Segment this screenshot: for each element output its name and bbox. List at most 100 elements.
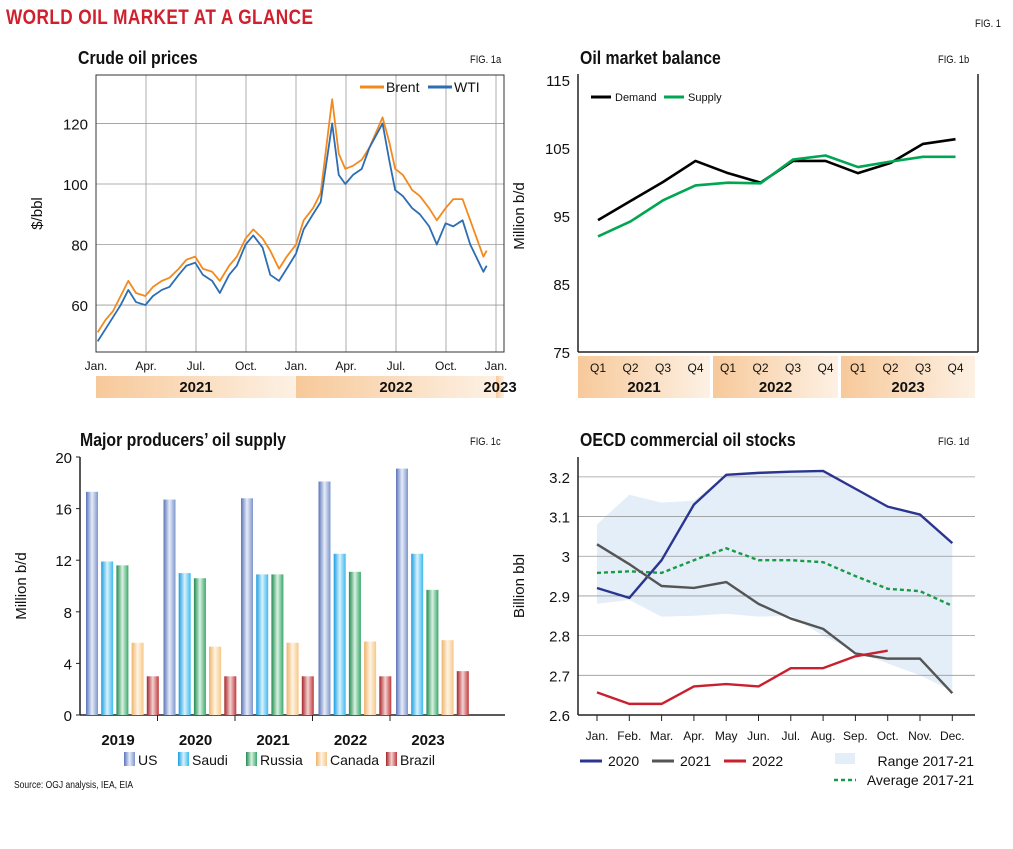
fig1c-title: Major producers’ oil supply — [80, 430, 286, 450]
fig1d-title: OECD commercial oil stocks — [580, 430, 796, 450]
series-line-wti — [96, 122, 488, 342]
bar-canada — [209, 646, 222, 715]
legend-label: 2022 — [752, 753, 783, 769]
y-tick-label: 60 — [71, 298, 88, 315]
legend-label: Canada — [330, 752, 379, 768]
year-label: 2022 — [759, 379, 792, 396]
year-band — [713, 356, 838, 398]
x-tick-label: Mar. — [650, 729, 673, 743]
year-band — [496, 376, 504, 398]
x-tick-label: Jul. — [387, 359, 406, 373]
x-tick-label: Apr. — [135, 359, 156, 373]
y-tick-label: 80 — [71, 238, 88, 255]
x-tick-label: Oct. — [235, 359, 257, 373]
x-tick-label: 2020 — [179, 732, 212, 749]
year-label: 2023 — [483, 379, 516, 396]
x-tick-label: Q3 — [655, 361, 671, 375]
range-area — [597, 470, 953, 692]
legend-swatch — [246, 752, 257, 766]
bar-saudi — [411, 553, 424, 715]
year-band — [841, 356, 975, 398]
x-tick-label: Q2 — [752, 361, 768, 375]
year-band — [296, 376, 496, 398]
year-label: 2021 — [627, 379, 660, 396]
y-axis-label: Million b/d — [511, 182, 528, 250]
x-tick-label: Q4 — [817, 361, 833, 375]
y-tick-label: 115 — [546, 73, 570, 90]
y-tick-label: 3.2 — [549, 470, 570, 487]
y-axis-label: Billion bbl — [511, 554, 528, 618]
source-note: Source: OGJ analysis, IEA, EIA — [14, 780, 134, 791]
series-line-supply — [597, 154, 956, 238]
x-tick-label: Q3 — [915, 361, 931, 375]
x-tick-label: Jun. — [747, 729, 770, 743]
y-tick-label: 3 — [562, 549, 570, 566]
x-tick-label: Q1 — [850, 361, 866, 375]
x-tick-label: Nov. — [908, 729, 932, 743]
y-tick-label: 2.8 — [549, 629, 570, 646]
bar-canada — [286, 642, 299, 715]
bar-us — [318, 481, 331, 715]
y-tick-label: 105 — [545, 141, 570, 158]
average-line — [596, 547, 953, 607]
bar-saudi — [101, 561, 114, 715]
fig1d-label: FIG. 1d — [938, 436, 970, 448]
year-band — [578, 356, 710, 398]
x-tick-label: Aug. — [811, 729, 836, 743]
x-tick-label: 2022 — [334, 732, 367, 749]
bar-us — [396, 468, 408, 715]
x-tick-label: 2019 — [101, 732, 134, 749]
bar-canada — [131, 642, 144, 715]
x-tick-label: Q4 — [947, 361, 963, 375]
bar-brazil — [456, 671, 469, 715]
legend-label: Brazil — [400, 752, 435, 768]
y-tick-label: 16 — [55, 502, 72, 519]
fig1a-label: FIG. 1a — [470, 54, 502, 66]
x-tick-label: Jul. — [781, 729, 800, 743]
legend-label: US — [138, 752, 157, 768]
y-axis-label: $/bbl — [29, 197, 46, 230]
fig1b-label: FIG. 1b — [938, 54, 970, 66]
legend-label: Average 2017-21 — [867, 772, 974, 788]
series-line-2021 — [596, 543, 954, 694]
x-tick-label: Apr. — [683, 729, 704, 743]
legend-label: WTI — [454, 79, 480, 95]
x-tick-label: Q2 — [622, 361, 638, 375]
x-tick-label: Jan. — [586, 729, 609, 743]
y-tick-label: 120 — [63, 116, 88, 133]
y-tick-label: 2.9 — [549, 589, 570, 606]
x-tick-label: 2023 — [411, 732, 444, 749]
y-tick-label: 20 — [55, 450, 72, 467]
year-band — [96, 376, 296, 398]
legend-label: Supply — [688, 92, 722, 104]
x-tick-label: Q1 — [590, 361, 606, 375]
x-tick-label: Feb. — [617, 729, 641, 743]
y-tick-label: 4 — [64, 656, 72, 673]
y-tick-label: 0 — [64, 708, 72, 725]
legend-label: 2020 — [608, 753, 639, 769]
bar-russia — [271, 574, 284, 715]
legend-swatch — [835, 753, 855, 764]
bar-us — [86, 491, 98, 715]
legend-label: Demand — [615, 92, 657, 104]
legend-label: Range 2017-21 — [877, 753, 974, 769]
x-tick-label: 2021 — [256, 732, 289, 749]
fig1b-title: Oil market balance — [580, 48, 721, 68]
x-tick-label: Oct. — [435, 359, 457, 373]
bar-saudi — [333, 553, 346, 715]
y-tick-label: 95 — [553, 209, 570, 226]
bar-saudi — [178, 573, 191, 715]
x-tick-label: Jan. — [85, 359, 108, 373]
legend-label: Saudi — [192, 752, 228, 768]
y-tick-label: 85 — [553, 277, 570, 294]
y-tick-label: 2.7 — [549, 668, 570, 685]
y-tick-label: 2.6 — [549, 708, 570, 725]
x-tick-label: Jul. — [187, 359, 206, 373]
series-line-2020 — [596, 469, 954, 600]
year-label: 2023 — [891, 379, 924, 396]
legend-swatch — [178, 752, 189, 766]
bar-canada — [364, 641, 377, 715]
bar-us — [163, 499, 176, 715]
y-tick-label: 12 — [55, 553, 72, 570]
x-tick-label: May — [715, 729, 738, 743]
